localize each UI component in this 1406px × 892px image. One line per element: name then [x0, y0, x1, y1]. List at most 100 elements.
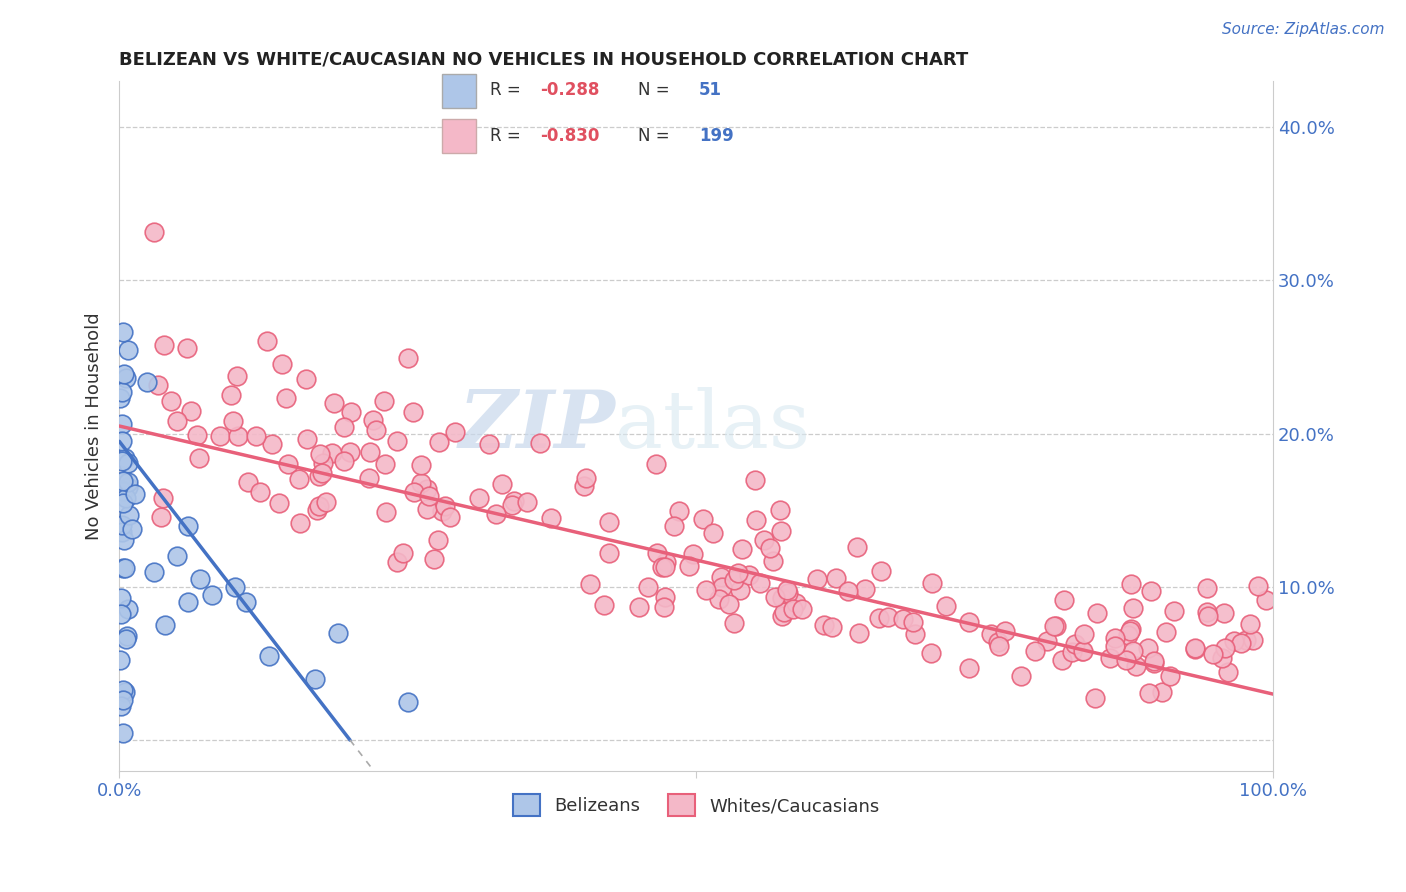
Point	[117, 456, 139, 470]
Point	[416, 482, 439, 496]
Legend: Belizeans, Whites/Caucasians: Belizeans, Whites/Caucasians	[506, 788, 887, 823]
Point	[770, 608, 793, 623]
Point	[718, 597, 741, 611]
Point	[111, 417, 134, 432]
Point	[678, 559, 700, 574]
Point	[1246, 578, 1268, 592]
Point	[430, 503, 453, 517]
Point	[208, 429, 231, 443]
Point	[1163, 604, 1185, 618]
Point	[759, 541, 782, 555]
Point	[166, 414, 188, 428]
Point	[1254, 593, 1277, 607]
Point	[117, 479, 139, 493]
Point	[1213, 640, 1236, 655]
Point	[1202, 648, 1225, 662]
Point	[1064, 637, 1087, 651]
Bar	[443, 119, 477, 153]
Point	[277, 457, 299, 471]
Point	[225, 368, 247, 383]
Point	[901, 615, 924, 630]
Point	[111, 326, 134, 340]
Point	[385, 434, 408, 449]
Point	[1116, 628, 1139, 642]
Point	[709, 592, 731, 607]
Point	[1052, 653, 1074, 667]
Point	[307, 502, 329, 516]
Point	[112, 561, 135, 575]
Point	[249, 484, 271, 499]
Point	[245, 429, 267, 443]
Point	[112, 533, 135, 548]
Point	[112, 496, 135, 510]
Point	[1125, 658, 1147, 673]
Point	[401, 405, 423, 419]
Point	[111, 434, 134, 448]
Point	[159, 394, 181, 409]
Point	[848, 626, 870, 640]
Point	[177, 518, 200, 533]
Text: -0.830: -0.830	[540, 128, 599, 145]
Point	[921, 576, 943, 591]
Point	[110, 591, 132, 606]
Point	[1222, 634, 1244, 648]
Point	[1043, 619, 1066, 633]
Point	[112, 367, 135, 381]
Point	[1234, 632, 1257, 647]
Point	[1241, 633, 1264, 648]
Point	[1143, 654, 1166, 668]
Point	[309, 447, 332, 461]
Text: R =: R =	[489, 128, 526, 145]
Point	[731, 542, 754, 557]
Point	[738, 568, 761, 582]
Point	[1115, 653, 1137, 667]
Point	[387, 555, 409, 569]
Point	[1230, 636, 1253, 650]
Point	[114, 491, 136, 505]
Point	[333, 419, 356, 434]
Point	[769, 524, 792, 538]
Point	[1195, 581, 1218, 595]
Point	[516, 495, 538, 509]
Point	[112, 474, 135, 488]
Point	[155, 618, 177, 632]
Point	[1137, 641, 1160, 656]
Point	[1159, 669, 1181, 683]
Point	[364, 423, 387, 437]
Point	[776, 582, 799, 597]
Point	[322, 396, 344, 410]
Point	[501, 499, 523, 513]
Point	[1121, 576, 1143, 591]
Point	[359, 471, 381, 485]
Point	[628, 600, 651, 615]
Text: Source: ZipAtlas.com: Source: ZipAtlas.com	[1222, 22, 1385, 37]
Point	[321, 446, 343, 460]
Point	[117, 602, 139, 616]
Point	[744, 474, 766, 488]
Point	[868, 611, 890, 625]
Point	[308, 469, 330, 483]
Point	[778, 585, 800, 599]
Point	[112, 693, 135, 707]
Point	[988, 640, 1011, 654]
Point	[396, 695, 419, 709]
Point	[782, 601, 804, 615]
Point	[114, 560, 136, 574]
Point	[668, 504, 690, 518]
Point	[443, 425, 465, 439]
Point	[1099, 650, 1122, 665]
Point	[773, 606, 796, 620]
Point	[110, 698, 132, 713]
Point	[769, 503, 792, 517]
Point	[598, 546, 620, 560]
Point	[502, 494, 524, 508]
Point	[1122, 644, 1144, 658]
Point	[1184, 640, 1206, 655]
Point	[710, 570, 733, 584]
Point	[529, 436, 551, 450]
Point	[110, 653, 132, 667]
Point	[312, 456, 335, 470]
Point	[1087, 607, 1109, 621]
Point	[723, 573, 745, 587]
Point	[117, 508, 139, 522]
